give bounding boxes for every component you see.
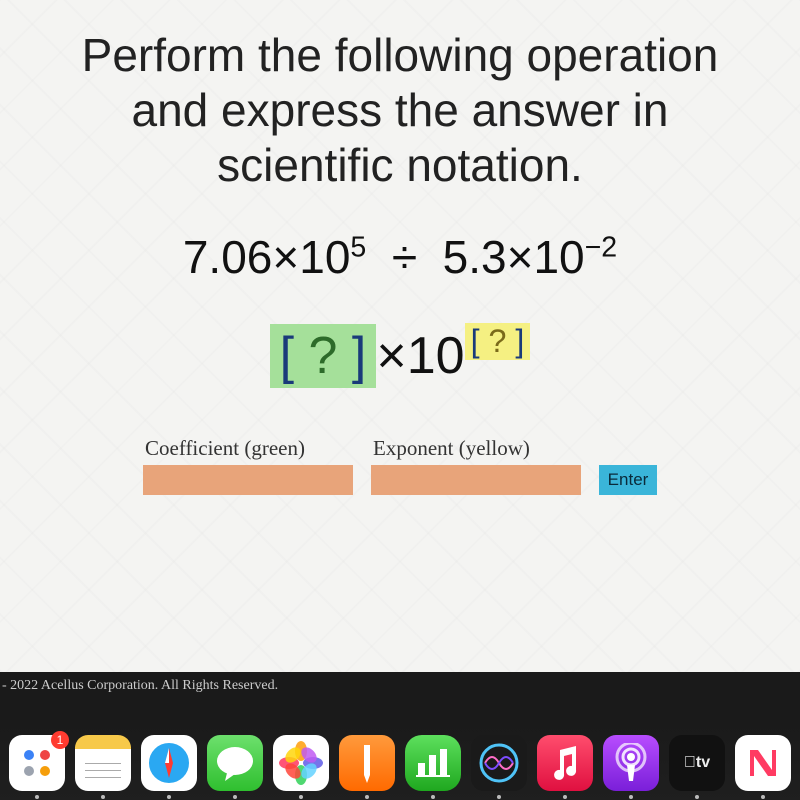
running-dot — [299, 795, 303, 799]
operand-a-coef: 7.06 — [183, 231, 273, 283]
copyright-text: - 2022 Acellus Corporation. All Rights R… — [0, 678, 278, 694]
running-dot — [695, 795, 699, 799]
news-app-icon[interactable] — [735, 735, 791, 791]
reminders-badge: 1 — [51, 731, 69, 749]
operand-b-coef: 5.3 — [443, 231, 507, 283]
operand-a-exp: 5 — [350, 231, 366, 263]
running-dot — [167, 795, 171, 799]
running-dot — [761, 795, 765, 799]
running-dot — [629, 795, 633, 799]
notes-app-icon[interactable] — [75, 735, 131, 791]
running-dot — [563, 795, 567, 799]
running-dot — [365, 795, 369, 799]
pages-app-icon[interactable] — [339, 735, 395, 791]
podcasts-app-icon[interactable] — [603, 735, 659, 791]
base-ten: 10 — [407, 327, 465, 385]
exponent-input-group: Exponent (yellow) — [371, 436, 581, 495]
question-line-3: scientific notation. — [217, 139, 583, 191]
notes-lines-icon — [85, 757, 121, 784]
messages-app-icon[interactable] — [207, 735, 263, 791]
macos-dock: 1 — [0, 720, 800, 800]
apple-tv-app-icon[interactable]: tv — [669, 735, 725, 791]
music-app-icon[interactable] — [537, 735, 593, 791]
question-line-1: Perform the following operation — [82, 29, 719, 81]
operand-b-exp: −2 — [585, 231, 618, 263]
math-expression: 7.06×105 ÷ 5.3×10−2 — [0, 230, 800, 284]
news-n-icon — [744, 744, 782, 782]
coefficient-input[interactable] — [143, 465, 353, 495]
coefficient-label: Coefficient (green) — [143, 436, 353, 461]
operand-b-base: 10 — [533, 231, 584, 283]
safari-app-icon[interactable] — [141, 735, 197, 791]
photos-app-icon[interactable] — [273, 735, 329, 791]
coefficient-input-group: Coefficient (green) — [143, 436, 353, 495]
running-dot — [497, 795, 501, 799]
exponent-label: Exponent (yellow) — [371, 436, 581, 461]
flower-icon — [279, 741, 323, 785]
compass-icon — [146, 740, 192, 786]
question-text: Perform the following operation and expr… — [0, 0, 800, 194]
music-note-icon — [550, 746, 580, 780]
running-dot — [233, 795, 237, 799]
coefficient-placeholder-box: [ ? ] — [270, 324, 377, 388]
running-dot — [35, 795, 39, 799]
speech-bubble-icon — [215, 745, 255, 781]
exponent-placeholder-box: [ ? ] — [465, 323, 531, 360]
times-symbol: × — [376, 327, 406, 385]
pen-icon — [352, 743, 382, 783]
siri-wave-icon — [477, 741, 521, 785]
tv-label: tv — [684, 754, 710, 772]
bar-chart-icon — [416, 749, 450, 777]
podcast-icon — [613, 743, 649, 783]
enter-button[interactable]: Enter — [599, 465, 657, 495]
running-dot — [101, 795, 105, 799]
exponent-input[interactable] — [371, 465, 581, 495]
numbers-app-icon[interactable] — [405, 735, 461, 791]
app-store-icon[interactable] — [471, 735, 527, 791]
reminders-app-icon[interactable]: 1 — [9, 735, 65, 791]
operand-a-base: 10 — [299, 231, 350, 283]
operator: ÷ — [392, 231, 417, 283]
lesson-content: Perform the following operation and expr… — [0, 0, 800, 672]
reminders-grid-icon — [24, 750, 50, 776]
running-dot — [431, 795, 435, 799]
answer-inputs-row: Coefficient (green) Exponent (yellow) En… — [0, 436, 800, 495]
question-line-2: and express the answer in — [132, 84, 669, 136]
answer-template: [ ? ]×10[ ? ] — [0, 324, 800, 388]
